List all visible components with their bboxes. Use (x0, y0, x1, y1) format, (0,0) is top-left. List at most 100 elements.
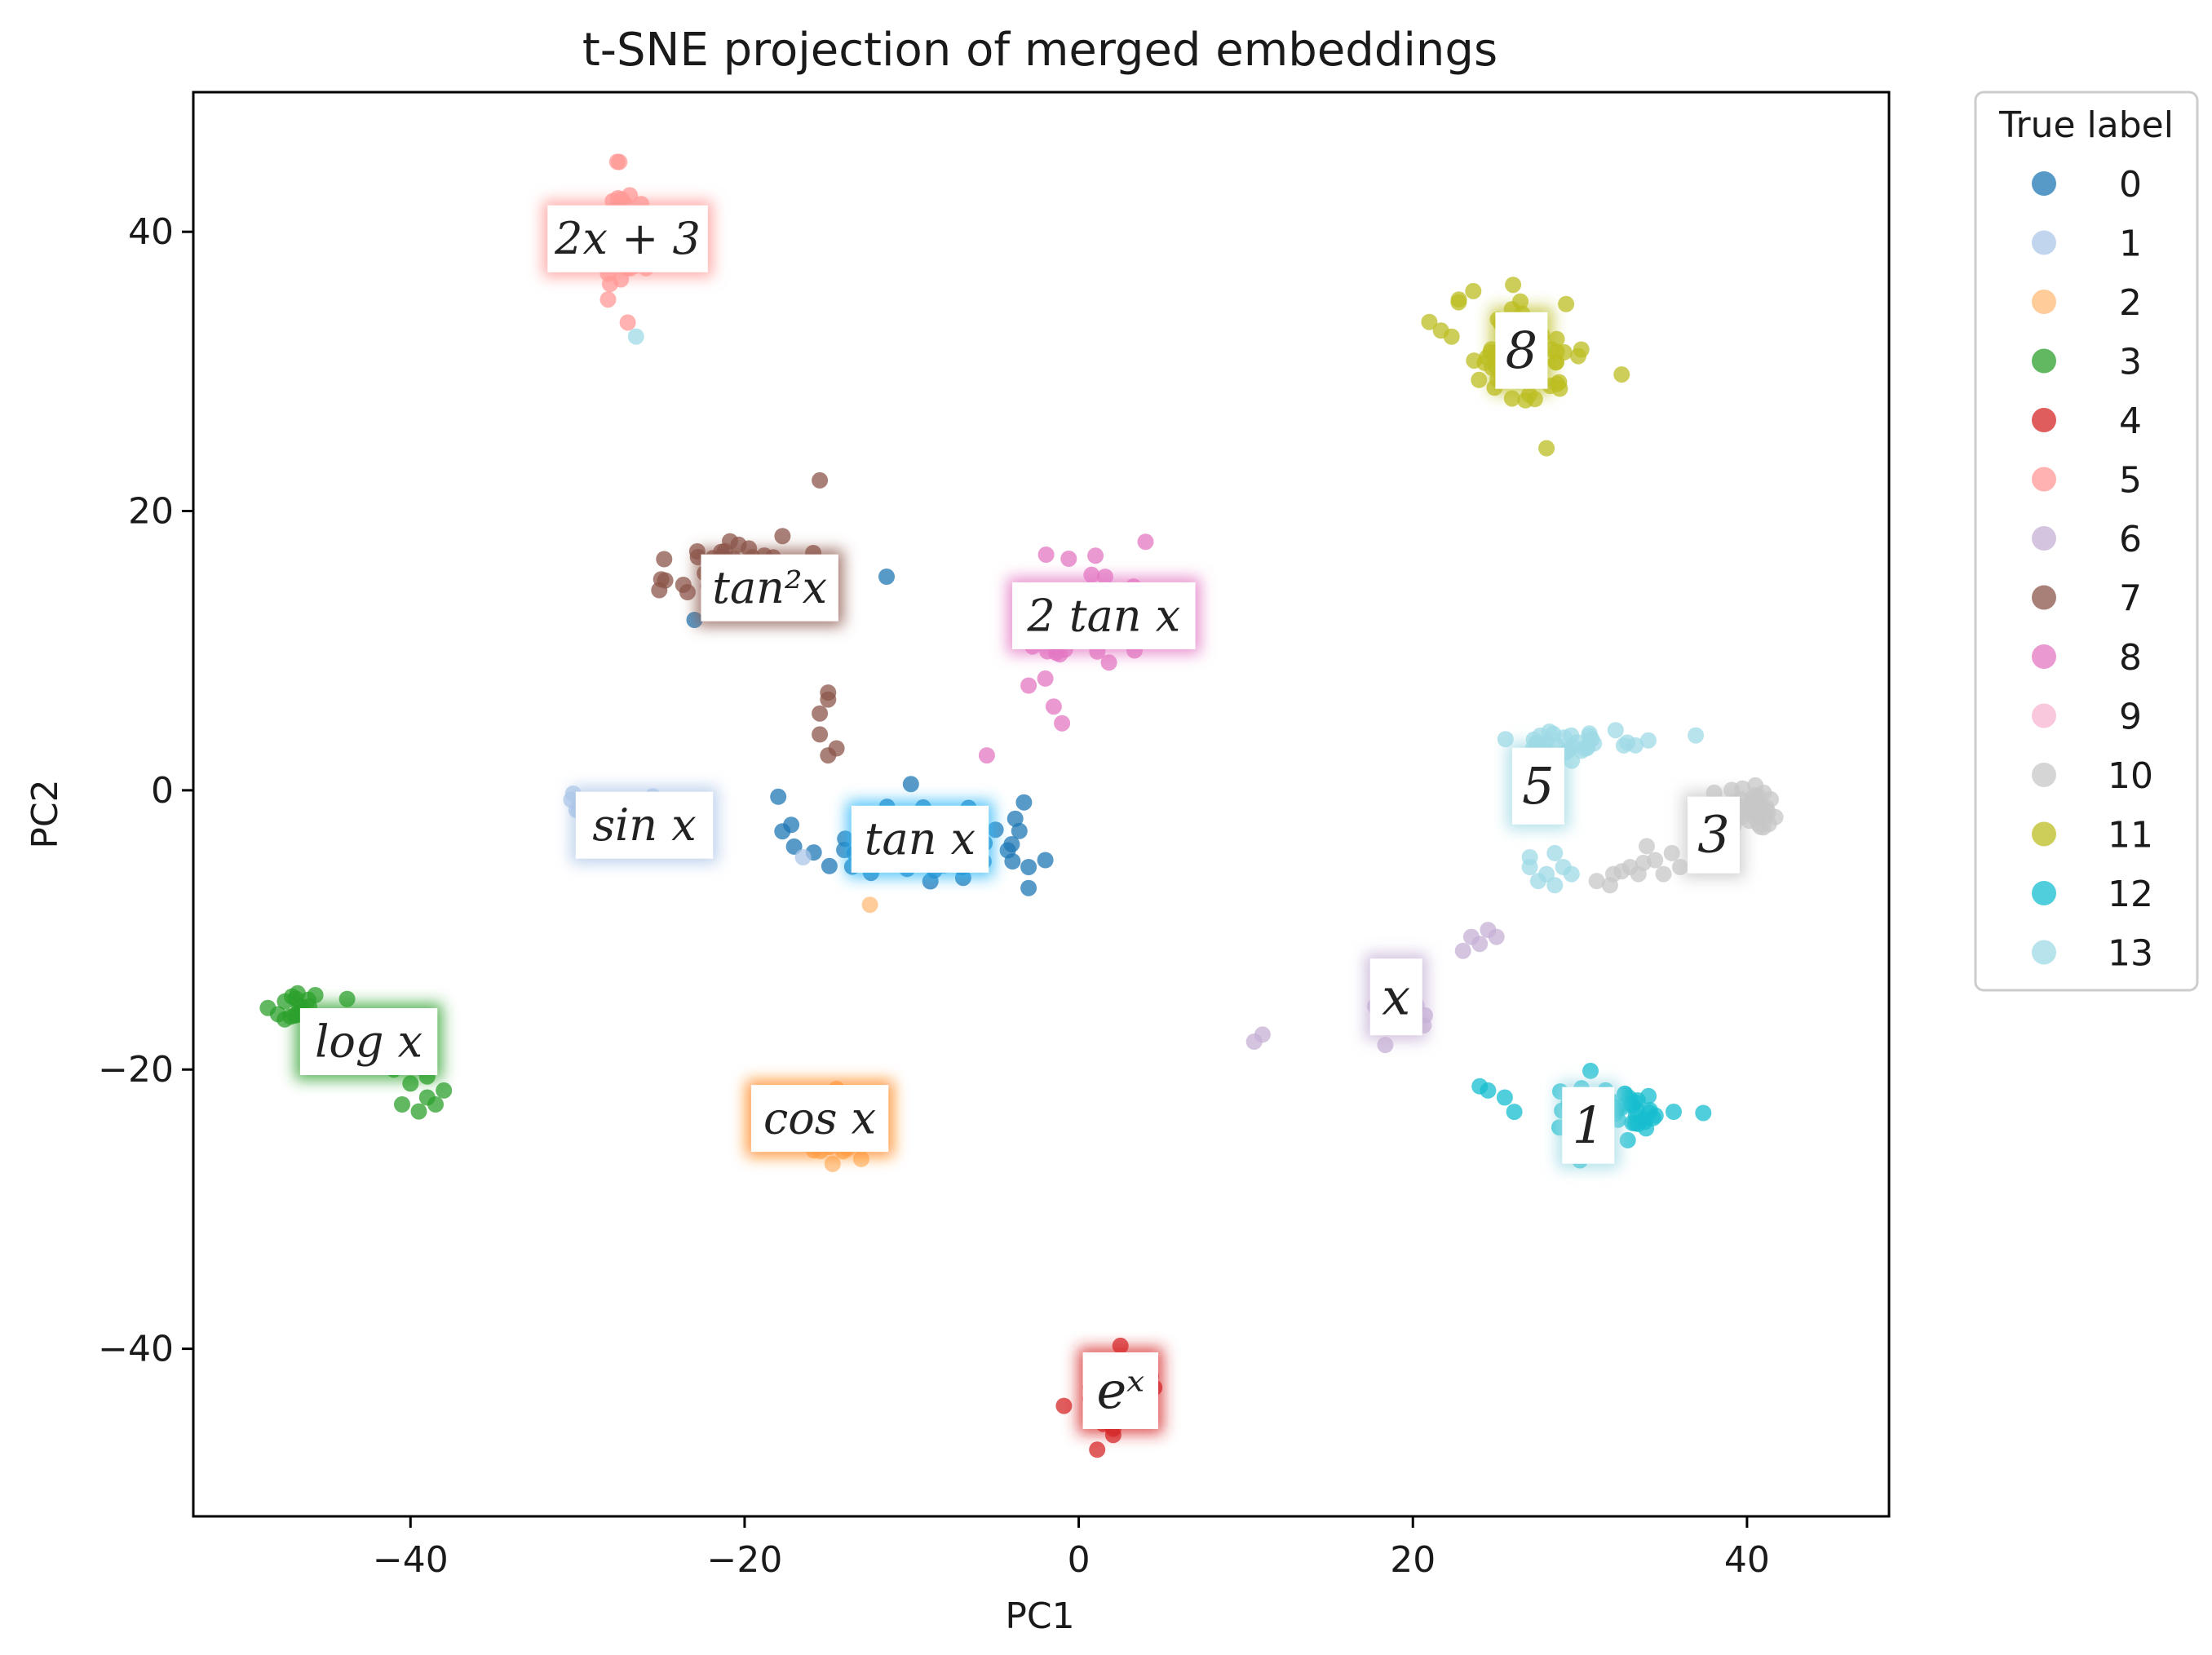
scatter-point (1747, 786, 1764, 803)
scatter-point (1635, 854, 1652, 871)
legend-marker (2032, 408, 2056, 432)
legend-marker (2032, 171, 2056, 196)
legend-entry: 10 (2032, 755, 2153, 797)
scatter-point (436, 1082, 453, 1099)
legend-label: 2 (2119, 282, 2142, 324)
inset-label: 2 tan x (1026, 590, 1180, 641)
inset-card (1369, 958, 1422, 1036)
legend-marker (2032, 290, 2056, 314)
legend-marker (2032, 940, 2056, 965)
scatter-point (1613, 863, 1630, 880)
scatter-point (1432, 322, 1449, 339)
handwritten-inset: 8 (1490, 307, 1553, 394)
inset-label: tan x (865, 813, 975, 865)
scatter-point (1505, 277, 1522, 294)
scatter-point (1003, 836, 1020, 852)
inset-card (299, 1008, 438, 1075)
inset-card (1562, 1086, 1615, 1164)
inset-card (575, 791, 714, 859)
y-tick-label: −20 (98, 1049, 174, 1091)
legend-label: 10 (2108, 755, 2153, 797)
scatter-point (1759, 803, 1776, 821)
handwritten-inset: cos x (745, 1080, 894, 1157)
scatter-point (627, 328, 644, 345)
x-tick-label: 0 (1068, 1539, 1091, 1581)
scatter-point (1006, 810, 1024, 827)
scatter-point (1087, 547, 1104, 564)
legend-entry: 1 (2032, 223, 2142, 265)
legend-entry: 6 (2032, 519, 2142, 560)
scatter-point (1754, 819, 1772, 836)
scatter-point (1655, 865, 1672, 883)
scatter-point (820, 691, 837, 708)
scatter-point (338, 990, 356, 1007)
legend-entry: 0 (2032, 164, 2142, 206)
scatter-point (611, 153, 628, 170)
x-tick-label: 40 (1724, 1539, 1770, 1581)
scatter-point (651, 582, 668, 599)
legend-marker (2032, 763, 2056, 787)
inset-card (1687, 796, 1740, 874)
scatter-point (774, 528, 791, 545)
plot-frame (192, 91, 1891, 1518)
legend-marker (2032, 230, 2056, 255)
legend-marker (2032, 881, 2056, 905)
scatter-point (1581, 725, 1598, 742)
inset-label: 3 (1697, 805, 1729, 865)
scatter-point (602, 276, 618, 293)
scatter-point (619, 314, 636, 331)
scatter-point (1582, 1062, 1599, 1079)
scatter-point (1004, 853, 1021, 870)
scatter-point (1377, 1037, 1394, 1054)
scatter-point (1663, 844, 1680, 861)
scatter-point (1476, 354, 1493, 371)
scatter-point (1558, 295, 1575, 312)
inset-card (851, 805, 989, 873)
handwritten-inset: tan²x (696, 549, 843, 626)
legend-label: 9 (2119, 697, 2142, 738)
scatter-point (794, 849, 812, 865)
plot-area (193, 92, 1889, 1516)
legend-entry: 11 (2032, 815, 2153, 856)
legend-marker (2032, 821, 2056, 847)
scatter-point (427, 1096, 444, 1113)
scatter-point (599, 291, 617, 308)
scatter-point (1741, 801, 1759, 818)
handwritten-inset: 3 (1682, 791, 1745, 878)
scatter-point (1546, 844, 1564, 861)
scatter-point (1020, 879, 1037, 896)
legend-entry: 9 (2032, 697, 2142, 738)
legend-label: 0 (2119, 164, 2142, 206)
scatter-point (394, 1096, 410, 1113)
y-tick-label: 0 (151, 770, 174, 812)
legend-label: 1 (2119, 223, 2142, 265)
handwritten-inset: x (1365, 954, 1427, 1041)
scatter-point (269, 1006, 286, 1023)
legend-entry: 7 (2032, 578, 2142, 620)
y-tick-label: −40 (98, 1329, 174, 1370)
scatter-point (1137, 533, 1154, 551)
inset-card (547, 205, 708, 272)
scatter-point (1020, 677, 1037, 694)
y-axis-label: PC2 (24, 779, 66, 848)
scatter-point (1688, 727, 1705, 744)
y-tick-label: 20 (128, 491, 174, 533)
scatter-point (1640, 1087, 1657, 1104)
scatter-point (1503, 390, 1520, 407)
inset-label: 5 (1522, 756, 1554, 816)
scatter-point (1037, 547, 1055, 563)
legend-label: 11 (2108, 815, 2153, 856)
scatter-point (1538, 440, 1555, 457)
inset-card (1495, 312, 1548, 389)
scatter-point (675, 577, 692, 593)
legend-entry: 4 (2032, 400, 2142, 442)
scatter-point (1465, 282, 1482, 299)
scatter-point (785, 838, 803, 855)
scatter-point (820, 747, 837, 764)
scatter-point (1546, 877, 1564, 894)
scatter-point (1015, 794, 1033, 811)
scatter-point (1588, 873, 1605, 890)
handwritten-inset: tan x (846, 800, 994, 878)
scatter-point (1521, 849, 1538, 865)
